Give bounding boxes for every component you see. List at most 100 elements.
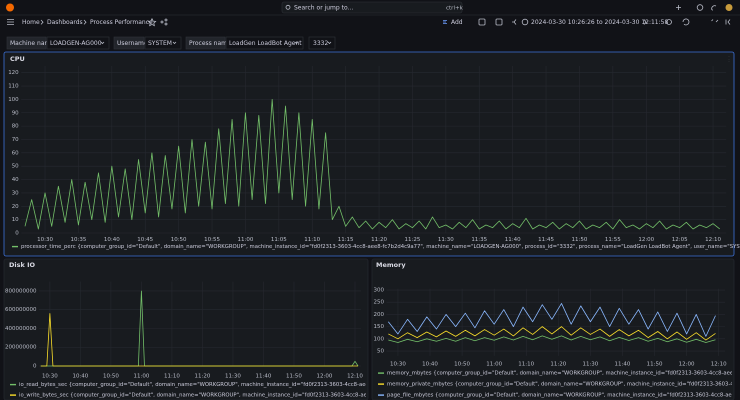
x-tick-label: 11:30 bbox=[438, 237, 454, 243]
panel-title: CPU bbox=[10, 55, 25, 63]
legend-swatch bbox=[378, 394, 384, 396]
x-tick-label: 11:10 bbox=[518, 362, 534, 368]
y-tick-label: 50 bbox=[377, 349, 384, 355]
breadcrumb[interactable]: Home bbox=[22, 19, 40, 26]
x-tick-label: 10:35 bbox=[70, 237, 86, 243]
panel[interactable] bbox=[371, 258, 735, 400]
settings-icon[interactable] bbox=[478, 18, 486, 26]
star-icon[interactable] bbox=[147, 17, 157, 27]
time-range[interactable]: 2024-03-30 10:26:26 to 2024-03-30 12:11:… bbox=[531, 19, 668, 26]
save-icon[interactable] bbox=[495, 18, 503, 26]
x-tick-label: 10:30 bbox=[37, 237, 53, 243]
x-tick-label: 11:40 bbox=[615, 362, 631, 368]
x-tick-label: 11:25 bbox=[405, 237, 421, 243]
x-tick-label: 10:55 bbox=[204, 237, 220, 243]
panel[interactable] bbox=[3, 51, 735, 257]
y-tick-label: 70 bbox=[12, 137, 19, 143]
y-tick-label: 80 bbox=[12, 124, 19, 130]
y-tick-label: 10 bbox=[12, 217, 19, 223]
dropdown-chevron bbox=[327, 41, 332, 45]
breadcrumb[interactable]: Dashboards bbox=[47, 19, 83, 26]
variable-value[interactable]: 3332 bbox=[313, 40, 328, 47]
y-tick-label: 60 bbox=[12, 150, 19, 156]
logo[interactable] bbox=[6, 3, 14, 12]
legend-group: io_write_bytes_sec {computer_group_id="D… bbox=[10, 393, 366, 399]
series-line bbox=[388, 326, 716, 341]
share-icon[interactable] bbox=[160, 20, 164, 24]
x-tick-label: 11:20 bbox=[371, 237, 387, 243]
avatar[interactable] bbox=[725, 4, 733, 11]
dropdown-chevron bbox=[294, 41, 299, 45]
y-tick-label: 400000000 bbox=[5, 326, 37, 332]
x-tick-label: 11:30 bbox=[582, 362, 598, 368]
collapse-icon[interactable] bbox=[725, 19, 731, 25]
legend-swatch bbox=[378, 372, 384, 374]
variable-label-box bbox=[6, 36, 47, 50]
help-icon[interactable] bbox=[696, 4, 704, 11]
variable-value[interactable]: SYSTEM bbox=[148, 40, 172, 47]
x-tick-label: 11:40 bbox=[505, 237, 521, 243]
series-line bbox=[24, 99, 720, 230]
panel-title: Disk IO bbox=[9, 261, 35, 269]
variable-value[interactable]: LoadGen LoadBot Agent bbox=[229, 40, 302, 47]
y-tick-label: 20 bbox=[12, 204, 19, 210]
x-tick-label: 11:40 bbox=[256, 374, 272, 380]
legend-group: io_read_bytes_sec {computer_group_id="De… bbox=[10, 382, 440, 388]
zoom-out[interactable] bbox=[666, 19, 672, 25]
x-tick-label: 12:10 bbox=[711, 362, 727, 368]
shortcut-hint: ctrl+k bbox=[446, 5, 464, 11]
legend-group: memory_private_mbytes {computer_group_id… bbox=[378, 382, 732, 388]
share-icon[interactable] bbox=[164, 18, 168, 22]
y-tick-label: 120 bbox=[8, 70, 19, 76]
x-tick-label: 12:00 bbox=[679, 362, 695, 368]
legend-label: io_read_bytes_sec {computer_group_id="De… bbox=[19, 382, 440, 388]
x-tick-label: 12:10 bbox=[705, 237, 721, 243]
panel[interactable] bbox=[3, 258, 369, 400]
variable-select[interactable] bbox=[225, 36, 304, 50]
dropdown-chevron bbox=[172, 41, 177, 45]
y-tick-label: 110 bbox=[8, 84, 19, 90]
variable-select[interactable] bbox=[144, 36, 182, 50]
news-icon[interactable] bbox=[711, 5, 717, 11]
x-tick-label: 11:55 bbox=[605, 237, 621, 243]
x-tick-label: 12:00 bbox=[638, 237, 654, 243]
x-tick-label: 11:30 bbox=[225, 374, 241, 380]
x-tick-label: 12:10 bbox=[347, 374, 363, 380]
variable-select[interactable] bbox=[46, 36, 110, 50]
y-tick-label: 40 bbox=[12, 177, 19, 183]
x-tick-label: 11:20 bbox=[195, 374, 211, 380]
time-forward[interactable] bbox=[643, 19, 647, 25]
x-tick-label: 11:50 bbox=[572, 237, 588, 243]
panel-title: Memory bbox=[376, 261, 406, 269]
y-tick-label: 100 bbox=[8, 97, 19, 103]
variable-label: Process name bbox=[189, 40, 231, 47]
legend-swatch bbox=[12, 245, 18, 248]
time-back[interactable] bbox=[512, 19, 517, 25]
refresh-icon[interactable] bbox=[682, 18, 690, 26]
series-line bbox=[40, 313, 359, 367]
variable-select[interactable] bbox=[308, 36, 336, 50]
legend-swatch bbox=[378, 383, 384, 385]
series-line bbox=[388, 303, 716, 337]
x-tick-label: 10:30 bbox=[42, 374, 58, 380]
search-box[interactable] bbox=[281, 1, 463, 14]
breadcrumb-separator bbox=[83, 19, 87, 25]
legend-swatch bbox=[10, 383, 16, 386]
variable-value[interactable]: LOADGEN-AG000 bbox=[50, 40, 102, 47]
add-button[interactable]: Add bbox=[451, 19, 463, 26]
variable-label: Username bbox=[117, 40, 148, 47]
x-tick-label: 11:00 bbox=[238, 237, 254, 243]
y-tick-label: 150 bbox=[374, 324, 385, 330]
breadcrumb-separator bbox=[40, 19, 44, 25]
x-tick-label: 11:50 bbox=[647, 362, 663, 368]
y-tick-label: 50 bbox=[12, 164, 19, 170]
kiosk-icon[interactable] bbox=[711, 19, 719, 23]
y-tick-label: 0 bbox=[15, 231, 19, 237]
x-tick-label: 12:05 bbox=[672, 237, 688, 243]
menu-icon[interactable] bbox=[7, 19, 14, 25]
share-icon[interactable] bbox=[164, 22, 168, 26]
new-icon[interactable] bbox=[676, 5, 681, 10]
x-tick-label: 11:05 bbox=[271, 237, 287, 243]
